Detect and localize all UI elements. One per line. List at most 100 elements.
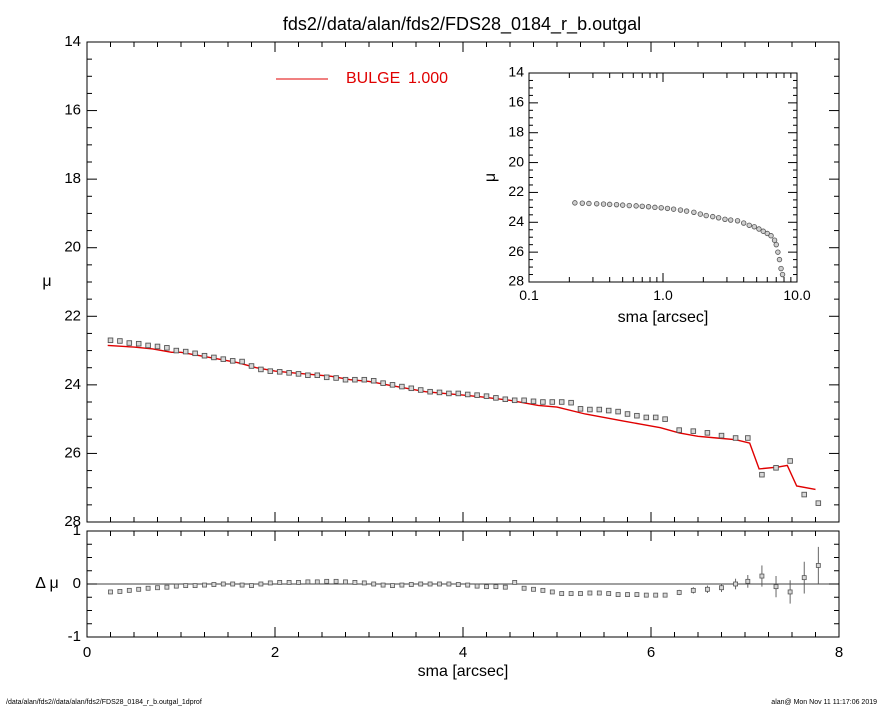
data-point: [126, 340, 133, 346]
residual-point: [596, 590, 602, 596]
residual-point: [277, 580, 283, 585]
residual-point: [787, 589, 793, 595]
data-point: [568, 399, 574, 406]
legend: BULGE 1.000: [276, 70, 448, 87]
data-point: [511, 397, 518, 404]
y-tick-label: 14: [64, 33, 81, 50]
data-point: [652, 414, 659, 421]
inset-y-axis-label: μ: [482, 173, 499, 182]
residual-point: [502, 584, 508, 590]
data-point: [446, 390, 452, 397]
data-point: [690, 428, 697, 434]
inset-data-point: [626, 202, 632, 209]
data-point: [380, 380, 386, 386]
data-point: [530, 398, 537, 405]
data-point: [483, 393, 490, 399]
legend-value: 1.000: [408, 70, 448, 87]
inset-y-tick-label: 16: [508, 94, 524, 110]
inset-plot: 14 16 18 20 22 24 26 280.1 1.0 10.0 μ sma [arcsec]: [482, 64, 811, 326]
data-point: [634, 412, 640, 419]
inset-data-point: [658, 205, 664, 211]
data-point: [117, 338, 123, 344]
data-point: [399, 383, 405, 390]
residual-point: [578, 591, 583, 596]
footer-right: alan@ Mon Nov 11 11:17:06 2019: [771, 699, 877, 706]
data-point: [502, 396, 509, 403]
residual-point: [606, 591, 612, 596]
inset-data-point: [779, 271, 786, 278]
data-point: [718, 432, 725, 439]
residual-point: [296, 580, 301, 585]
residual-point: [559, 591, 565, 596]
residual-point: [230, 581, 236, 587]
residual-point: [549, 589, 555, 595]
residual-point: [773, 584, 779, 590]
data-point: [323, 374, 330, 381]
data-point: [314, 372, 321, 379]
residual-point: [465, 582, 471, 588]
data-point: [408, 385, 415, 392]
residual-point: [305, 579, 311, 585]
data-point: [352, 376, 358, 383]
inset-data-point: [670, 206, 677, 212]
data-point: [154, 343, 161, 350]
inset-y-tick-label: 22: [508, 183, 524, 199]
inset-x-tick-label: 1.0: [653, 287, 673, 303]
inset-y-tick-label: 28: [508, 273, 524, 289]
residual-point: [108, 589, 113, 595]
x-axis-label: sma [arcsec]: [418, 663, 509, 680]
data-point: [577, 406, 584, 412]
residual-point: [145, 585, 151, 591]
data-point: [676, 427, 682, 433]
residual-point: [427, 581, 433, 587]
residual-point: [733, 581, 738, 587]
data-point: [436, 389, 443, 396]
data-point: [220, 356, 227, 362]
data-point: [558, 399, 565, 405]
inset-data-point: [776, 256, 783, 263]
inset-data-point: [778, 265, 784, 272]
residual-point: [408, 582, 414, 587]
data-point: [361, 376, 368, 383]
inset-data-point: [760, 228, 766, 234]
inset-data-point: [613, 201, 620, 208]
inset-data-point: [619, 202, 626, 208]
inset-x-axis-label: sma [arcsec]: [618, 309, 709, 326]
inset-data-point: [771, 237, 778, 243]
residual-point: [540, 587, 546, 593]
residual-point: [625, 592, 630, 597]
data-point: [389, 382, 396, 388]
data-point: [605, 407, 612, 414]
residual-point: [521, 585, 527, 591]
inset-data-point: [746, 222, 752, 228]
data-point: [201, 352, 208, 359]
inset-data-point: [586, 200, 592, 207]
data-point: [455, 390, 462, 397]
data-point: [417, 387, 424, 393]
data-point: [333, 375, 339, 381]
inset-data-point: [715, 215, 722, 221]
inset-data-point: [606, 201, 613, 208]
inset-data-point: [773, 241, 779, 248]
residual-point: [587, 590, 593, 596]
data-point: [615, 408, 621, 415]
data-point: [427, 388, 433, 395]
inset-data-point: [756, 226, 762, 232]
inset-data-point: [691, 209, 697, 215]
inset-plot-frame: [528, 72, 798, 283]
y-tick-label: 20: [64, 239, 81, 256]
x-tick-label: 6: [647, 644, 655, 661]
residual-point: [437, 581, 442, 587]
inset-data-point: [677, 207, 684, 213]
residual-point: [258, 581, 264, 587]
residual-point: [446, 581, 452, 587]
inset-data-point: [697, 211, 704, 217]
x-tick-label: 4: [459, 644, 467, 661]
data-point: [248, 363, 255, 369]
inset-data-point: [600, 201, 607, 207]
residual-point: [211, 582, 217, 587]
x-tick-label: 0: [83, 644, 91, 661]
inset-data-point: [664, 205, 671, 212]
inset-y-tick-label: 24: [508, 213, 524, 229]
